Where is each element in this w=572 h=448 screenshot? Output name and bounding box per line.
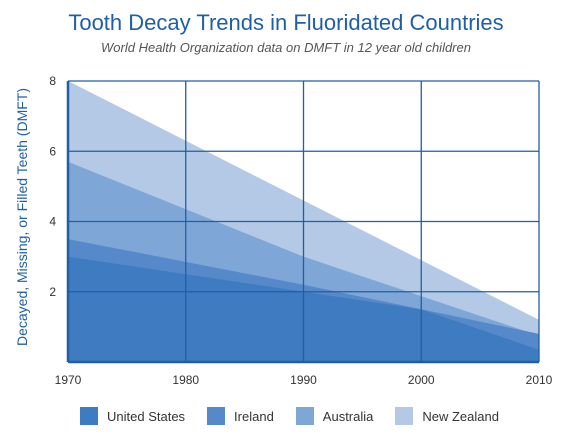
x-tick-label-1990: 1990 bbox=[290, 373, 317, 387]
chart-legend: United States Ireland Australia New Zealand bbox=[80, 407, 521, 425]
x-tick-label-2000: 2000 bbox=[408, 373, 435, 387]
legend-swatch-united-states bbox=[80, 407, 98, 425]
legend-item-ireland: Ireland bbox=[207, 407, 274, 425]
legend-label-new-zealand: New Zealand bbox=[422, 408, 499, 424]
x-tick-label-1980: 1980 bbox=[172, 373, 199, 387]
legend-label-australia: Australia bbox=[322, 408, 374, 424]
x-tick-label-1970: 1970 bbox=[55, 373, 82, 387]
legend-swatch-new-zealand bbox=[395, 407, 414, 425]
legend-item-australia: Australia bbox=[295, 407, 374, 425]
legend-swatch-australia bbox=[295, 407, 314, 425]
chart-plot: 1970 1980 1990 2000 2010 2 4 6 8 bbox=[49, 74, 553, 387]
legend-item-new-zealand: New Zealand bbox=[395, 407, 499, 425]
y-tick-label-2: 2 bbox=[49, 285, 56, 299]
chart-title: Tooth Decay Trends in Fluoridated Countr… bbox=[68, 10, 504, 35]
legend-item-united-states: United States bbox=[80, 407, 185, 425]
legend-label-ireland: Ireland bbox=[234, 408, 274, 424]
legend-label-united-states: United States bbox=[107, 408, 186, 424]
y-tick-label-8: 8 bbox=[49, 74, 56, 88]
y-tick-label-4: 4 bbox=[49, 215, 56, 229]
legend-swatch-ireland bbox=[207, 407, 226, 425]
chart-subtitle: World Health Organization data on DMFT i… bbox=[101, 40, 471, 55]
y-tick-label-6: 6 bbox=[49, 144, 56, 158]
x-tick-label-2010: 2010 bbox=[526, 373, 553, 387]
